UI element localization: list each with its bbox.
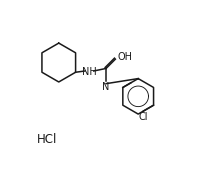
Text: Cl: Cl: [139, 113, 148, 123]
Text: OH: OH: [118, 52, 133, 63]
Text: HCl: HCl: [37, 133, 57, 146]
Text: N: N: [102, 82, 110, 92]
Text: NH: NH: [82, 67, 97, 77]
